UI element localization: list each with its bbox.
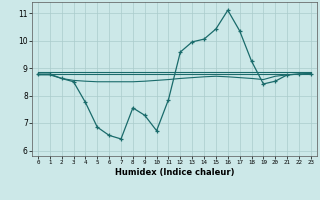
X-axis label: Humidex (Indice chaleur): Humidex (Indice chaleur) xyxy=(115,168,234,177)
